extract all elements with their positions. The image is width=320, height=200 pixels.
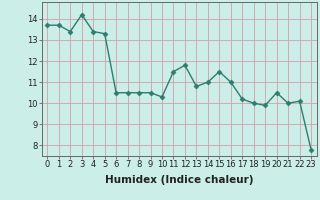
X-axis label: Humidex (Indice chaleur): Humidex (Indice chaleur) — [105, 175, 253, 185]
